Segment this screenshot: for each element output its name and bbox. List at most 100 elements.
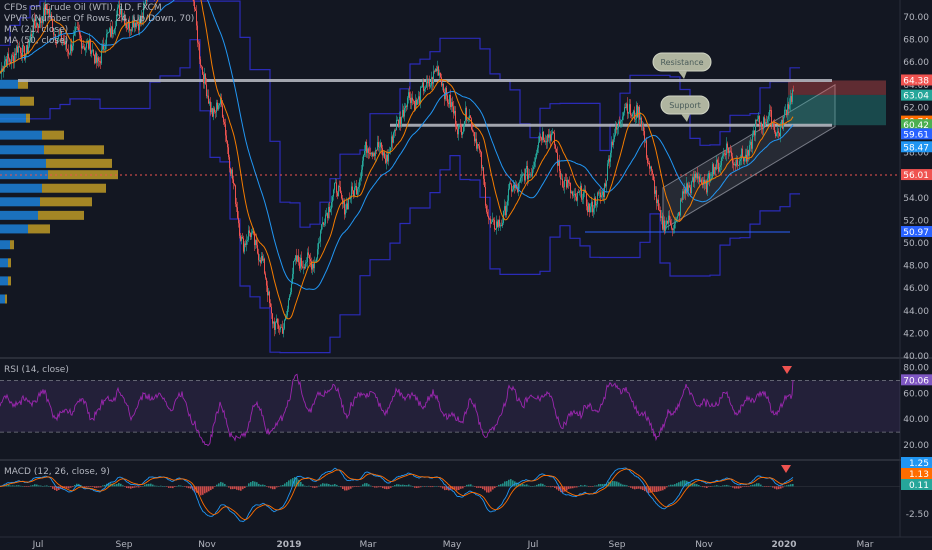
candle (530, 174, 531, 176)
candle (677, 215, 678, 219)
candle (748, 150, 749, 156)
candle (354, 187, 355, 197)
candle (60, 30, 61, 36)
candle (500, 225, 501, 227)
symbol-title[interactable]: CFDs on Crude Oil (WTI), 1D, FXCM (4, 3, 162, 13)
candle (525, 168, 526, 181)
candle (546, 141, 547, 143)
macd-hist-bar (20, 485, 22, 487)
stop-loss-zone (788, 80, 886, 95)
candle (82, 46, 83, 49)
price-label-value: 63.04 (903, 92, 929, 102)
candle (726, 143, 727, 156)
macd-hist-bar (112, 483, 114, 487)
candle (101, 49, 102, 64)
candle (734, 164, 735, 166)
macd-hist-bar (420, 486, 422, 488)
macd-hist-bar (556, 486, 558, 490)
candle (324, 223, 325, 225)
candle (521, 176, 522, 178)
candle (542, 131, 543, 141)
candle (770, 109, 771, 111)
candle (626, 103, 627, 109)
candle (758, 116, 759, 120)
candle (731, 151, 732, 157)
macd-hist-bar (790, 484, 792, 487)
macd-hist-bar (284, 483, 286, 487)
candle (368, 148, 369, 153)
candle (723, 153, 724, 156)
price-label-value: 56.01 (903, 171, 929, 181)
volume-profile-up-bar (0, 210, 38, 220)
candle (628, 112, 629, 114)
candle (671, 225, 672, 229)
macd-hist-bar (348, 486, 350, 490)
ma50-legend[interactable]: MA (50, close) (4, 36, 69, 46)
macd-hist-bar (66, 486, 68, 489)
candle (284, 319, 285, 329)
macd-hist-bar (682, 480, 684, 487)
candle (411, 97, 412, 103)
rsi-value-label: 70.06 (903, 376, 929, 386)
macd-hist-bar (692, 483, 694, 487)
vpvr-legend[interactable]: VPVR (Number Of Rows, 24, Up/Down, 70) (4, 14, 195, 24)
macd-hist-bar (174, 486, 176, 487)
candle (376, 150, 377, 151)
candle (783, 116, 784, 129)
candle (9, 58, 10, 62)
candle (506, 205, 507, 216)
candle (123, 16, 124, 17)
candle (422, 82, 423, 87)
macd-hist-bar (120, 483, 122, 487)
candle (735, 164, 736, 166)
volume-profile-up-bar (0, 158, 46, 168)
ma21-legend[interactable]: MA (21, close) (4, 25, 69, 35)
candle (608, 158, 609, 164)
candle (280, 326, 281, 330)
candle (694, 173, 695, 183)
macd-hist-bar (326, 483, 328, 487)
macd-hist-bar (534, 485, 536, 487)
macd-hist-bar (402, 484, 404, 487)
candle (434, 71, 435, 73)
candle (279, 328, 280, 330)
macd-hist-bar (628, 486, 630, 487)
macd-hist-bar (278, 486, 280, 487)
macd-hist-bar (630, 486, 632, 488)
macd-hist-bar (652, 486, 654, 492)
macd-hist-bar (702, 486, 704, 488)
candle (18, 46, 19, 53)
macd-hist-bar (600, 484, 602, 487)
macd-hist-bar (144, 484, 146, 487)
candle (336, 182, 337, 193)
macd-hist-bar (446, 486, 448, 490)
macd-hist-bar (460, 486, 462, 489)
candle (647, 157, 648, 164)
candle (548, 134, 549, 138)
rsi-legend[interactable]: RSI (14, close) (4, 365, 69, 376)
macd-hist-bar (152, 484, 154, 487)
candle (450, 95, 451, 108)
macd-legend[interactable]: MACD (12, 26, close, 9) (4, 467, 110, 478)
macd-hist-bar (160, 485, 162, 487)
candle (692, 177, 693, 182)
candle (562, 178, 563, 187)
macd-hist-bar (712, 485, 714, 487)
candle (431, 77, 432, 86)
macd-hist-bar (764, 486, 766, 487)
candle (299, 262, 300, 269)
volume-profile-up-bar (0, 240, 10, 250)
candle (316, 258, 317, 262)
macd-hist-bar (342, 486, 344, 490)
macd-line (0, 467, 794, 523)
value-area-low-line (0, 39, 800, 354)
macd-value-box (901, 479, 932, 490)
macd-hist-bar (96, 486, 98, 488)
macd-hist-bar (472, 485, 474, 487)
macd-hist-bar (12, 485, 14, 487)
candle (352, 186, 353, 191)
candle (77, 27, 78, 29)
macd-hist-bar (756, 483, 758, 487)
candle (618, 121, 619, 128)
